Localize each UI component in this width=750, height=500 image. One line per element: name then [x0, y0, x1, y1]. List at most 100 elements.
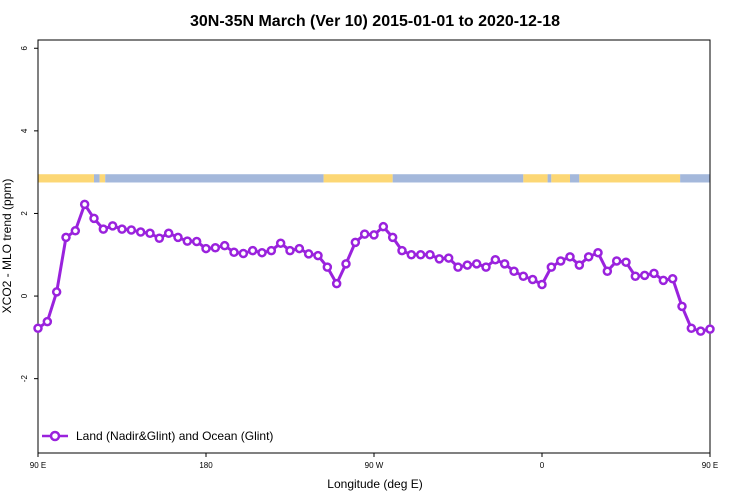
data-point	[359, 229, 370, 239]
chart-title: 30N-35N March (Ver 10) 2015-01-01 to 202…	[190, 13, 560, 30]
data-point	[378, 221, 389, 232]
data-point	[462, 260, 473, 270]
data-point	[574, 260, 585, 270]
data-point	[173, 232, 183, 243]
data-point	[611, 256, 622, 266]
data-point	[201, 243, 211, 254]
band-land-segment	[551, 174, 570, 183]
legend: Land (Nadir&Glint) and Ocean (Glint)	[42, 429, 273, 443]
data-point	[145, 228, 155, 239]
plot-frame	[37, 39, 711, 454]
data-point	[229, 247, 239, 258]
data-point	[369, 230, 379, 240]
data-point	[453, 262, 463, 272]
data-point	[42, 316, 53, 327]
data-point	[303, 249, 314, 259]
band-land-segment	[579, 174, 681, 183]
data-point	[686, 323, 697, 334]
x-axis-label: Longitude (deg E)	[327, 477, 422, 491]
data-point	[481, 262, 491, 272]
data-point	[555, 256, 566, 266]
data-point	[518, 271, 529, 281]
y-axis-label: XCO2 - MLO trend (ppm)	[0, 179, 14, 314]
y-tick-label: 4	[20, 128, 29, 133]
data-point	[667, 273, 678, 284]
y-tick-label: -2	[20, 375, 29, 383]
x-tick-label: 0	[540, 461, 545, 470]
data-point	[705, 324, 715, 334]
data-point	[61, 232, 71, 243]
data-point	[238, 248, 249, 259]
data-point	[537, 279, 547, 290]
data-point	[425, 250, 435, 260]
data-point	[350, 237, 361, 248]
data-point	[285, 245, 295, 256]
land-ocean-band	[38, 174, 710, 183]
data-point	[546, 262, 557, 272]
x-tick-label: 90 E	[702, 461, 718, 470]
legend-marker	[49, 430, 61, 442]
data-point	[247, 245, 258, 256]
y-axis: -2 0 2 4 6	[20, 45, 38, 382]
data-point	[70, 226, 81, 236]
data-point	[471, 259, 482, 269]
series-layer	[33, 199, 715, 336]
data-point	[182, 236, 193, 246]
y-tick-label: 2	[20, 211, 29, 216]
data-point	[191, 236, 202, 247]
x-tick-label: 90 W	[365, 461, 384, 470]
band-land-segment	[38, 174, 94, 183]
data-point	[527, 274, 538, 285]
data-point	[117, 224, 127, 234]
data-point	[135, 227, 146, 237]
y-tick-label: 6	[20, 45, 29, 50]
data-point	[89, 213, 99, 224]
data-point	[695, 326, 706, 336]
band-land-segment	[323, 174, 393, 183]
data-point	[107, 221, 118, 231]
band-ocean-segment	[94, 174, 100, 183]
y-tick-label: 0	[20, 293, 29, 298]
data-point	[294, 243, 305, 254]
data-point	[126, 225, 137, 235]
band-ocean-segment	[105, 174, 324, 183]
data-point	[658, 275, 669, 286]
data-point	[275, 238, 286, 248]
data-point	[219, 240, 230, 251]
x-axis: 90 E 180 90 W 0 90 E	[30, 453, 718, 470]
data-point	[397, 245, 407, 256]
data-point	[593, 247, 603, 258]
data-point	[583, 252, 594, 262]
data-point	[98, 224, 109, 234]
data-point	[490, 254, 501, 265]
data-point	[649, 268, 659, 279]
legend-label: Land (Nadir&Glint) and Ocean (Glint)	[76, 429, 273, 443]
data-point	[630, 271, 641, 281]
band-ocean-segment	[547, 174, 552, 183]
data-point	[154, 233, 165, 243]
data-point	[434, 254, 445, 264]
data-point	[313, 250, 323, 261]
data-point	[210, 242, 221, 253]
data-point	[406, 250, 417, 260]
data-point	[621, 257, 631, 267]
data-point	[602, 266, 613, 277]
band-ocean-segment	[392, 174, 524, 183]
data-point	[639, 270, 650, 281]
data-point	[677, 301, 687, 312]
x-tick-label: 180	[199, 461, 213, 470]
data-point	[33, 323, 43, 334]
data-point	[266, 245, 277, 256]
band-land-segment	[99, 174, 106, 183]
data-point	[387, 232, 398, 243]
band-ocean-segment	[680, 174, 710, 183]
data-point	[331, 278, 342, 289]
data-point	[79, 199, 90, 210]
data-point	[163, 228, 174, 239]
data-point	[565, 252, 575, 262]
band-land-segment	[523, 174, 548, 183]
x-tick-label: 90 E	[30, 461, 46, 470]
data-point	[443, 253, 454, 263]
data-point	[415, 250, 426, 260]
